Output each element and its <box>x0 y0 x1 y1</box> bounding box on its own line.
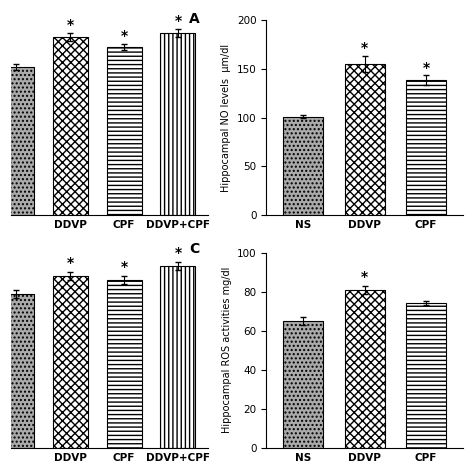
Text: C: C <box>189 242 199 256</box>
Bar <box>53 276 88 448</box>
Text: *: * <box>120 29 128 43</box>
Text: *: * <box>361 41 368 55</box>
Bar <box>406 303 446 448</box>
Bar <box>107 280 142 448</box>
Text: *: * <box>67 18 74 32</box>
Text: *: * <box>67 256 74 270</box>
Bar <box>161 266 195 448</box>
Bar <box>283 321 323 448</box>
Bar <box>107 47 142 215</box>
Bar <box>0 67 34 215</box>
Y-axis label: Hippocampal NO levels  μm/dl: Hippocampal NO levels μm/dl <box>221 44 231 191</box>
Bar <box>0 294 34 448</box>
Text: *: * <box>174 246 182 260</box>
Text: *: * <box>422 61 429 74</box>
Text: A: A <box>189 12 200 26</box>
Text: *: * <box>361 270 368 284</box>
Y-axis label: Hippocampal ROS activities mg/dl: Hippocampal ROS activities mg/dl <box>221 267 231 433</box>
Bar <box>53 37 88 215</box>
Bar <box>345 64 384 215</box>
Text: *: * <box>120 260 128 274</box>
Bar <box>283 117 323 215</box>
Bar <box>161 33 195 215</box>
Bar <box>406 81 446 215</box>
Bar <box>345 290 384 448</box>
Text: *: * <box>174 14 182 28</box>
